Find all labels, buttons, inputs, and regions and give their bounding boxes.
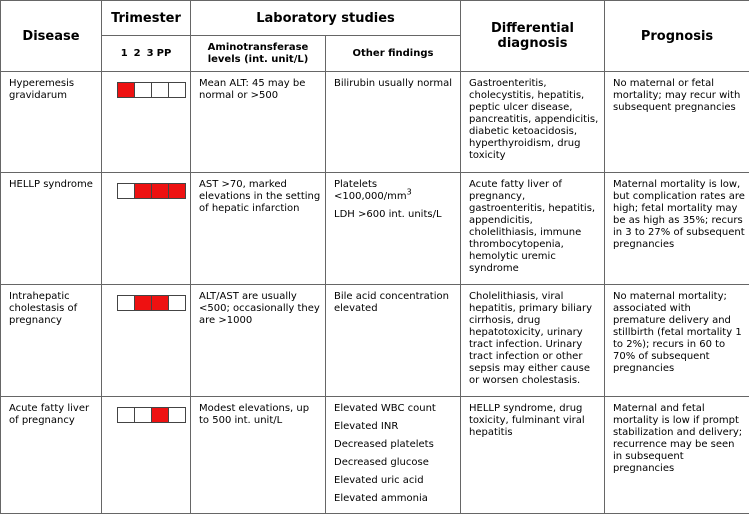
other-findings: Bilirubin usually normal xyxy=(326,72,461,173)
finding-text: Platelets <100,000/mm xyxy=(334,179,407,202)
aminotransferase-value: Mean ALT: 45 may be normal or >500 xyxy=(191,72,326,173)
trimester-box xyxy=(117,295,135,311)
finding: Decreased platelets xyxy=(334,439,456,451)
other-findings: Platelets <100,000/mm3 LDH >600 int. uni… xyxy=(326,173,461,285)
trimester-box xyxy=(168,295,186,311)
trimester-box xyxy=(117,407,135,423)
trimester-box xyxy=(134,183,152,199)
other-findings: Elevated WBC count Elevated INR Decrease… xyxy=(326,397,461,514)
finding: Bile acid concentration elevated xyxy=(334,291,456,315)
superscript: 3 xyxy=(407,188,412,197)
header-differential: Differential diagnosis xyxy=(461,1,605,72)
differential-diagnosis: Acute fatty liver of pregnancy, gastroen… xyxy=(461,173,605,285)
prognosis: No maternal or fetal mortality; may recu… xyxy=(605,72,749,173)
trimester-indicator xyxy=(102,285,191,397)
finding: Elevated WBC count xyxy=(334,403,456,415)
trimester-box xyxy=(117,82,135,98)
trimester-box xyxy=(168,407,186,423)
header-lab-studies: Laboratory studies xyxy=(191,1,461,36)
trimester-label-2: 2 xyxy=(134,48,141,60)
finding: Elevated ammonia xyxy=(334,493,456,505)
aminotransferase-value: ALT/AST are usually <500; occasionally t… xyxy=(191,285,326,397)
finding: Platelets <100,000/mm3 xyxy=(334,179,456,203)
trimester-box xyxy=(151,183,169,199)
trimester-indicator xyxy=(102,397,191,514)
finding: Elevated uric acid xyxy=(334,475,456,487)
trimester-label-3: 3 xyxy=(147,48,154,60)
table-row: Hyperemesis gravidarum Mean ALT: 45 may … xyxy=(1,72,749,173)
table-row: Acute fatty liver of pregnancy Modest el… xyxy=(1,397,749,514)
trimester-indicator xyxy=(102,173,191,285)
finding: Elevated INR xyxy=(334,421,456,433)
trimester-box xyxy=(151,82,169,98)
header-prognosis: Prognosis xyxy=(605,1,749,72)
trimester-label-1: 1 xyxy=(121,48,128,60)
prognosis: No maternal mortality; associated with p… xyxy=(605,285,749,397)
header-other-findings: Other findings xyxy=(326,36,461,72)
trimester-box xyxy=(151,407,169,423)
trimester-box xyxy=(134,407,152,423)
prognosis: Maternal and fetal mortality is low if p… xyxy=(605,397,749,514)
trimester-box xyxy=(117,183,135,199)
trimester-box xyxy=(168,82,186,98)
differential-diagnosis: HELLP syndrome, drug toxicity, fulminant… xyxy=(461,397,605,514)
aminotransferase-value: Modest elevations, up to 500 int. unit/L xyxy=(191,397,326,514)
header-trimester: Trimester xyxy=(102,1,191,36)
trimester-box xyxy=(134,82,152,98)
trimester-box xyxy=(151,295,169,311)
finding: LDH >600 int. units/L xyxy=(334,209,456,221)
header-disease: Disease xyxy=(1,1,102,72)
differential-diagnosis: Cholelithiasis, viral hepatitis, primary… xyxy=(461,285,605,397)
disease-name: Intrahepatic cholestasis of pregnancy xyxy=(1,285,102,397)
disease-name: HELLP syndrome xyxy=(1,173,102,285)
aminotransferase-value: AST >70, marked elevations in the settin… xyxy=(191,173,326,285)
trimester-box xyxy=(134,295,152,311)
finding: Decreased glucose xyxy=(334,457,456,469)
other-findings: Bile acid concentration elevated xyxy=(326,285,461,397)
disease-name: Hyperemesis gravidarum xyxy=(1,72,102,173)
trimester-box xyxy=(168,183,186,199)
trimester-indicator xyxy=(102,72,191,173)
finding: Bilirubin usually normal xyxy=(334,78,456,90)
disease-name: Acute fatty liver of pregnancy xyxy=(1,397,102,514)
table-row: Intrahepatic cholestasis of pregnancy AL… xyxy=(1,285,749,397)
table-row: HELLP syndrome AST >70, marked elevation… xyxy=(1,173,749,285)
differential-diagnosis: Gastroenteritis, cholecystitis, hepatiti… xyxy=(461,72,605,173)
prognosis: Maternal mortality is low, but complicat… xyxy=(605,173,749,285)
header-aminotransferase: Aminotransferase levels (int. unit/L) xyxy=(191,36,326,72)
trimester-label-pp: PP xyxy=(157,48,172,60)
